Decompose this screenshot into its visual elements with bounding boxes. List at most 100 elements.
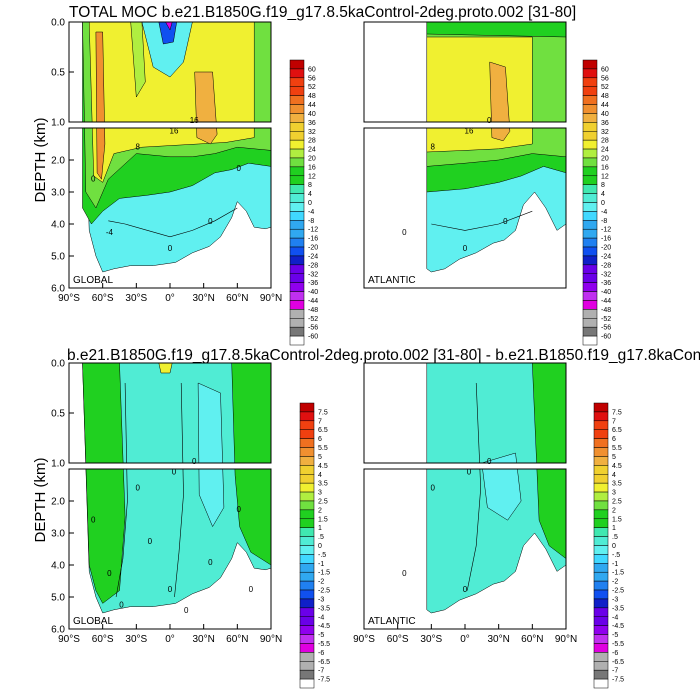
contour-label: 0 [135,484,140,493]
colorbar-swatch [582,95,598,105]
colorbar-swatch [593,563,609,573]
colorbar-swatch [289,335,305,346]
region-label: ATLANTIC [368,275,416,286]
colorbar-swatch [582,139,598,150]
colorbar-label: -32 [601,271,611,278]
colorbar-swatch [593,634,609,644]
field-high-north [194,71,217,122]
colorbar-label: -5.5 [318,641,330,648]
colorbar-label: 6.5 [612,427,622,434]
colorbar-swatch [593,482,609,493]
colorbar-label: 48 [308,93,316,100]
contour-west [124,382,127,463]
x-tick-label: 60°S [92,634,114,645]
field-north-positive [532,363,566,463]
colorbar-swatch [593,580,609,591]
field-surface-core [158,22,177,45]
contour-label: 0 [208,217,213,226]
colorbar-swatch [593,438,609,448]
colorbar-swatch [593,491,609,502]
colorbar-label: -6.5 [318,659,330,666]
colorbar-label: -4 [601,209,607,216]
colorbar-swatch [289,220,305,230]
colorbar-swatch [299,589,315,600]
colorbar-label: -.5 [318,552,326,559]
colorbar-label: 20 [308,155,316,162]
y-tick-label: 0.0 [51,18,65,29]
colorbar-swatch [289,255,305,266]
colorbar-label: -6 [612,650,618,657]
colorbar-swatch [299,545,315,555]
colorbar-label: .5 [612,534,618,541]
colorbar-swatch [582,77,598,87]
colorbar-swatch [289,166,305,177]
colorbar-label: 5.5 [612,445,622,452]
colorbar-label: 60 [601,66,609,73]
colorbar-swatch [582,86,598,96]
colorbar-label: 32 [308,129,316,136]
colorbar-label: -7 [612,668,618,675]
field-north-negative [197,382,223,463]
colorbar-swatch [593,402,609,413]
colorbar-swatch [289,139,305,150]
colorbar-swatch [593,678,609,689]
colorbar-swatch [582,237,598,248]
colorbar-swatch [299,482,315,493]
field-deep [426,363,566,463]
colorbar-swatch [299,411,315,422]
top-title: TOTAL MOC b.e21.B1850G.f19_g17.8.5kaCont… [69,4,576,21]
colorbar-swatch [289,175,305,185]
colorbar-label: -4.5 [612,623,624,630]
upper-frame [363,362,567,464]
colorbar-label: -20 [601,245,611,252]
upper-segment [426,22,566,122]
colorbar-swatch [289,237,305,248]
contour-label: 0 [91,516,96,525]
colorbar-label: -44 [601,298,611,305]
y-tick-label: 4.0 [51,561,65,572]
colorbar-swatch [582,104,598,114]
colorbar-swatch [582,68,598,79]
colorbar-swatch [593,447,609,457]
colorbar-swatch [289,318,305,328]
y-tick-label: 6.0 [51,625,65,636]
colorbar-label: 4.5 [318,463,328,470]
colorbar-label: 7 [318,418,322,425]
colorbar-label: 4 [308,191,312,198]
y-tick-label: 4.0 [51,220,65,231]
x-tick-label: 90°N [260,634,282,645]
x-tick-label: 30°S [125,634,147,645]
colorbar-swatch [582,166,598,177]
colorbar-label: 40 [308,111,316,118]
colorbar-label: 16 [308,164,316,171]
colorbar-label: 16 [601,164,609,171]
contour-label: 0 [119,601,124,610]
contour-label: 0 [402,228,407,237]
colorbar-label: -.5 [612,552,620,559]
colorbar-label: 48 [601,93,609,100]
colorbar-label: -28 [601,262,611,269]
colorbar-swatch [299,402,315,413]
colorbar-swatch [299,465,315,475]
colorbar-swatch [289,300,305,310]
x-tick-label: 90°N [555,634,577,645]
field-high [491,128,511,142]
contour-label: 8 [135,143,140,152]
colorbar-label: -4 [318,614,324,621]
colorbar-swatch [299,669,315,680]
field-north-positive [231,363,271,463]
colorbar-swatch [593,616,609,626]
colorbar-label: -2 [612,579,618,586]
colorbar-swatch [582,184,598,194]
y-tick-label: 1.0 [51,459,65,470]
lower-segment [85,469,271,614]
colorbar-swatch [593,474,609,484]
contour-label: 0 [463,244,468,253]
contour-label: 0 [467,468,472,477]
colorbar-swatch [299,571,315,582]
colorbar-label: -5.5 [612,641,624,648]
bottom-title: b.e21.B1850G.f19_g17.8.5kaControl-2deg.p… [67,347,700,364]
colorbar-swatch [582,202,598,212]
colorbar-label: -5 [612,632,618,639]
colorbar-label: 52 [601,84,609,91]
